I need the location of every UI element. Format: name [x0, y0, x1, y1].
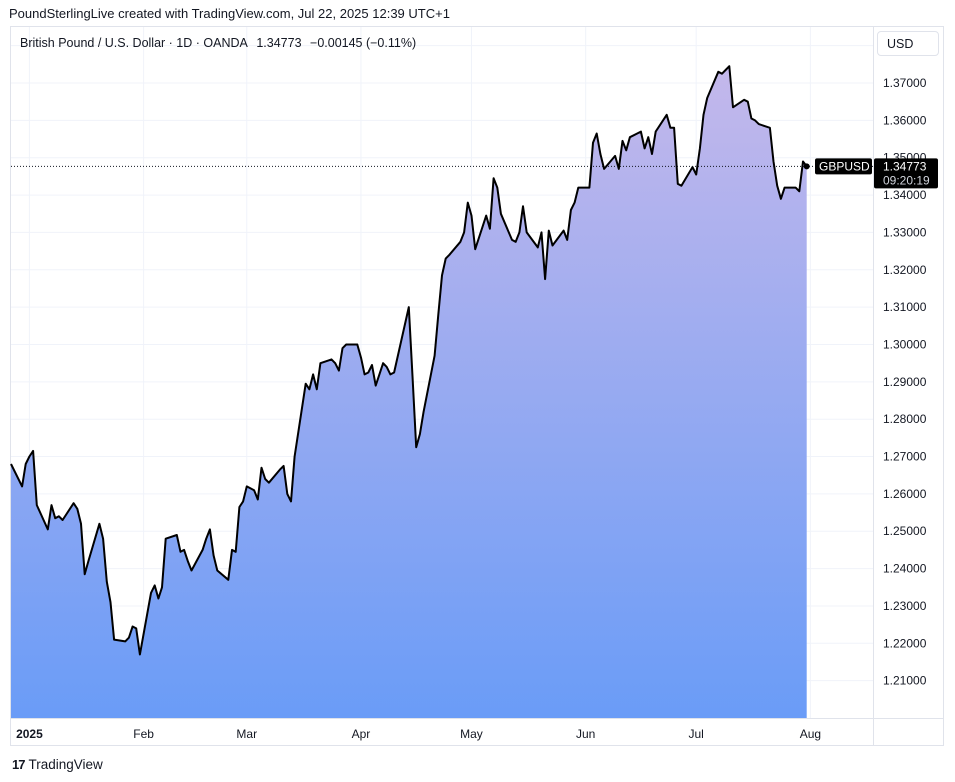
chart-credit: PoundSterlingLive created with TradingVi…: [9, 6, 450, 21]
legend-change: −0.00145 (−0.11%): [310, 36, 417, 50]
price-area: [11, 66, 807, 718]
time-tick-label: Jul: [689, 727, 704, 741]
time-tick-label: Feb: [133, 727, 154, 741]
price-axis[interactable]: 1.21000 1.22000 1.23000 1.24000 1.25000 1.260…: [883, 39, 927, 688]
symbol-label: GBPUSD: [815, 158, 872, 175]
price-tick-label: 1.29000: [883, 375, 927, 389]
last-price-marker: [803, 163, 810, 170]
bar-countdown: 09:20:19: [883, 173, 930, 187]
chart-frame: [10, 26, 944, 746]
price-tick-label: 1.28000: [883, 412, 927, 426]
legend-title: British Pound / U.S. Dollar · 1D · OANDA: [20, 36, 248, 50]
tradingview-logo-icon: 17: [12, 757, 26, 772]
last-price-value: 1.34773: [883, 159, 927, 173]
price-tick-label: 1.22000: [883, 636, 927, 650]
time-tick-label: 2025: [16, 727, 43, 741]
price-tick-label: 1.33000: [883, 225, 927, 239]
time-tick-label: Aug: [800, 727, 821, 741]
price-tick-label: 1.37000: [883, 76, 927, 90]
tradingview-logo-text: TradingView: [28, 757, 103, 772]
legend-last-price: 1.34773: [256, 36, 302, 50]
price-tick-label: 1.32000: [883, 263, 927, 277]
symbol-legend[interactable]: British Pound / U.S. Dollar · 1D · OANDA…: [20, 36, 421, 50]
time-tick-label: Mar: [236, 727, 257, 741]
time-axis[interactable]: 2025 Feb Mar Apr May Jun Jul Aug: [16, 727, 821, 741]
symbol-label-text: GBPUSD: [819, 159, 870, 173]
time-tick-label: May: [460, 727, 483, 741]
price-tick-label: 1.21000: [883, 674, 927, 688]
price-tick-label: 1.27000: [883, 450, 927, 464]
price-tick-label: 1.31000: [883, 300, 927, 314]
price-tick-label: 1.34000: [883, 188, 927, 202]
price-tick-label: 1.25000: [883, 524, 927, 538]
tradingview-logo[interactable]: 17 TradingView: [12, 757, 103, 772]
time-tick-label: Jun: [576, 727, 595, 741]
price-line: [10, 65, 808, 656]
price-tick-label: 1.23000: [883, 599, 927, 613]
last-price-label: 1.34773 09:20:19: [874, 158, 938, 189]
time-tick-label: Apr: [352, 727, 371, 741]
price-tick-label: 1.24000: [883, 562, 927, 576]
price-tick-label: 1.36000: [883, 113, 927, 127]
price-tick-label: 1.30000: [883, 337, 927, 351]
currency-button[interactable]: USD: [877, 31, 939, 56]
price-tick-label: 1.26000: [883, 487, 927, 501]
